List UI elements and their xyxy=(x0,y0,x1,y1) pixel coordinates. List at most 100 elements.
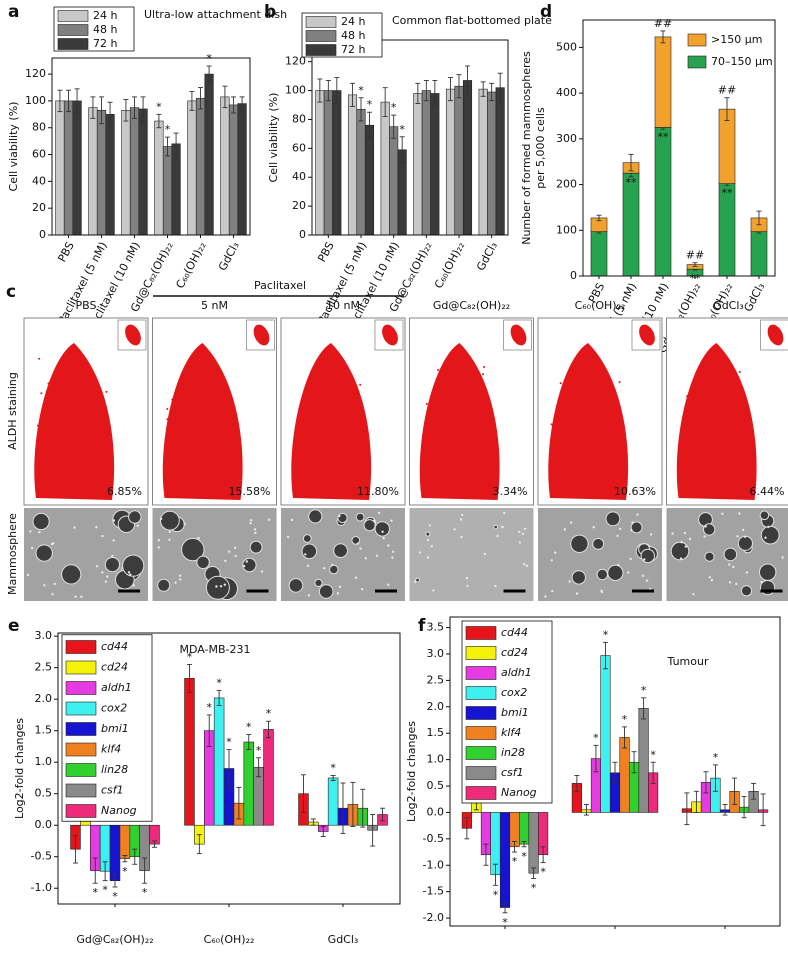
dot xyxy=(594,409,596,411)
dot xyxy=(345,431,347,433)
dot xyxy=(328,412,330,414)
dot xyxy=(219,405,221,407)
sphere xyxy=(158,579,170,591)
cell xyxy=(387,544,389,546)
cell xyxy=(721,513,723,515)
legend-label: Nanog xyxy=(101,804,137,817)
dot xyxy=(623,440,625,442)
dot xyxy=(352,491,354,493)
dot xyxy=(722,394,724,396)
dot xyxy=(743,403,745,405)
dot xyxy=(209,414,211,416)
cell xyxy=(782,556,784,558)
dot xyxy=(586,399,588,401)
dot xyxy=(726,405,728,407)
legend-label: 48 h xyxy=(93,23,117,36)
dot xyxy=(604,412,606,414)
dot xyxy=(336,382,338,384)
y-tick-label: 40 xyxy=(292,170,306,183)
dot xyxy=(601,382,603,384)
y-tick-label: 3.0 xyxy=(427,647,445,660)
dot xyxy=(701,448,703,450)
dot xyxy=(710,407,712,409)
dot xyxy=(189,454,191,456)
cell xyxy=(390,520,392,522)
dot xyxy=(309,414,311,416)
dot xyxy=(430,398,432,400)
dot xyxy=(312,420,314,422)
dot xyxy=(348,438,350,440)
dot xyxy=(465,415,467,417)
legend-swatch xyxy=(688,34,706,46)
bar xyxy=(110,825,120,880)
dot xyxy=(326,386,328,388)
cell xyxy=(551,590,553,592)
dot xyxy=(725,420,727,422)
bar xyxy=(519,812,529,844)
dot xyxy=(327,451,329,453)
dot xyxy=(602,420,604,422)
dot xyxy=(464,497,466,499)
dot xyxy=(202,443,204,445)
dot xyxy=(331,432,333,434)
significance-label: * xyxy=(206,52,212,65)
dot xyxy=(588,478,590,480)
dot xyxy=(237,432,239,434)
dot xyxy=(608,432,610,434)
significance-label: * xyxy=(391,101,397,114)
dot xyxy=(590,377,592,379)
y-axis-label: Number of formed mammospheres xyxy=(520,51,533,245)
dot xyxy=(312,427,314,429)
dot xyxy=(330,403,332,405)
cell xyxy=(746,571,748,573)
cell xyxy=(680,557,682,559)
cell xyxy=(254,528,256,530)
dot xyxy=(603,435,605,437)
dot xyxy=(731,427,733,429)
dot xyxy=(206,422,208,424)
y-tick-label: 1.5 xyxy=(35,724,53,737)
dot xyxy=(94,475,96,477)
dot xyxy=(712,454,714,456)
legend-swatch xyxy=(58,39,88,50)
dot xyxy=(229,443,231,445)
dot xyxy=(77,446,79,448)
dot xyxy=(462,413,464,415)
dot xyxy=(746,443,748,445)
cell xyxy=(631,521,633,523)
dot xyxy=(317,416,319,418)
dot xyxy=(56,407,58,409)
dot xyxy=(193,447,195,449)
cell xyxy=(291,519,293,521)
dot xyxy=(41,411,43,413)
dot xyxy=(461,424,463,426)
dot xyxy=(686,395,688,397)
significance-label: * xyxy=(142,886,148,899)
dot xyxy=(208,448,210,450)
y-tick-label: 0 xyxy=(39,228,46,241)
dot xyxy=(335,442,337,444)
cell xyxy=(51,593,53,595)
dot xyxy=(481,425,483,427)
sphere xyxy=(334,544,348,558)
dot xyxy=(601,398,603,400)
panel-label: c xyxy=(6,282,16,302)
micrograph xyxy=(410,508,534,601)
dot xyxy=(348,453,350,455)
dot xyxy=(478,391,480,393)
dot xyxy=(69,461,71,463)
dot xyxy=(444,403,446,405)
cell xyxy=(496,535,498,537)
dot xyxy=(80,430,82,432)
cell xyxy=(617,564,619,566)
dot xyxy=(468,462,470,464)
y-tick-label: 100 xyxy=(285,84,306,97)
dot xyxy=(703,406,705,408)
dot xyxy=(317,373,319,375)
dot xyxy=(91,410,93,412)
dot xyxy=(582,451,584,453)
dot xyxy=(313,415,315,417)
dot xyxy=(732,455,734,457)
dot xyxy=(480,459,482,461)
x-tick-label: PBS xyxy=(55,240,76,265)
